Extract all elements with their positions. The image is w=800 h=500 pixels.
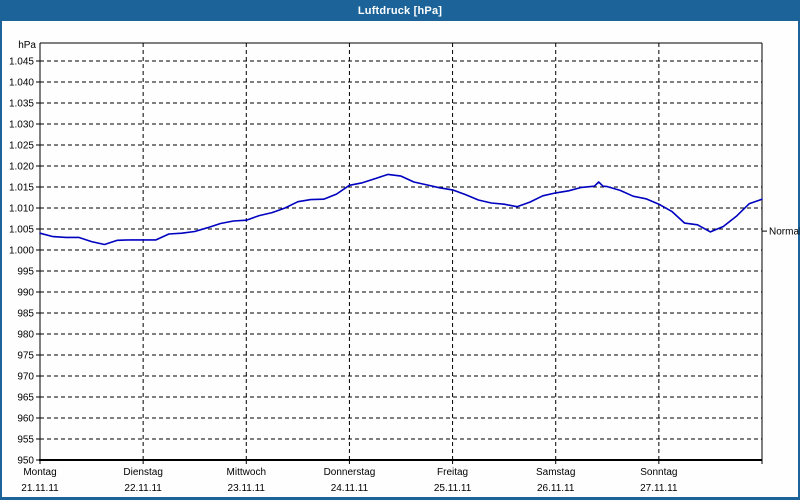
y-tick-label: 1.020 xyxy=(9,162,34,173)
title-bar[interactable]: Luftdruck [hPa] xyxy=(0,0,800,21)
y-tick-label: 1.040 xyxy=(9,78,34,89)
y-tick-label: 1.015 xyxy=(9,183,34,194)
y-tick-label: 960 xyxy=(17,414,34,425)
y-tick-label: 1.045 xyxy=(9,57,34,68)
x-day-label: Sonntag xyxy=(640,467,677,478)
y-tick-label: 950 xyxy=(17,456,34,467)
y-tick-label: 980 xyxy=(17,330,34,341)
x-date-label: 26.11.11 xyxy=(537,483,575,494)
window-border-bottom xyxy=(0,497,800,500)
y-tick-label: 990 xyxy=(17,288,34,299)
y-tick-label: 1.035 xyxy=(9,99,34,110)
x-day-label: Samstag xyxy=(536,467,575,478)
x-date-label: 21.11.11 xyxy=(21,483,59,494)
window-border-right xyxy=(798,21,800,500)
pressure-series-line xyxy=(39,173,763,246)
y-tick-label: 965 xyxy=(17,393,34,404)
y-tick-label: 1.000 xyxy=(9,246,34,257)
y-tick-label: 970 xyxy=(17,372,34,383)
x-date-label: 22.11.11 xyxy=(124,483,162,494)
window-title: Luftdruck [hPa] xyxy=(357,4,443,17)
y-tick-label: 1.030 xyxy=(9,120,34,131)
y-axis-title: hPa xyxy=(18,40,36,51)
y-tick-label: 1.010 xyxy=(9,204,34,215)
y-tick-label: 1.005 xyxy=(9,225,34,236)
x-day-label: Donnerstag xyxy=(324,467,376,478)
x-date-label: 24.11.11 xyxy=(331,483,369,494)
y-tick-label: 995 xyxy=(17,267,34,278)
x-date-label: 23.11.11 xyxy=(228,483,266,494)
y-tick-label: 1.025 xyxy=(9,141,34,152)
y-tick-label: 955 xyxy=(17,435,34,446)
x-day-label: Mittwoch xyxy=(227,467,266,478)
x-day-label: Freitag xyxy=(437,467,468,478)
x-date-label: 27.11.11 xyxy=(640,483,678,494)
x-day-label: Dienstag xyxy=(123,467,162,478)
window-border-left xyxy=(0,21,2,500)
x-date-label: 25.11.11 xyxy=(434,483,472,494)
normal-label: Normal xyxy=(769,227,800,238)
x-day-label: Montag xyxy=(23,467,56,478)
y-tick-label: 985 xyxy=(17,309,34,320)
y-tick-label: 975 xyxy=(17,351,34,362)
